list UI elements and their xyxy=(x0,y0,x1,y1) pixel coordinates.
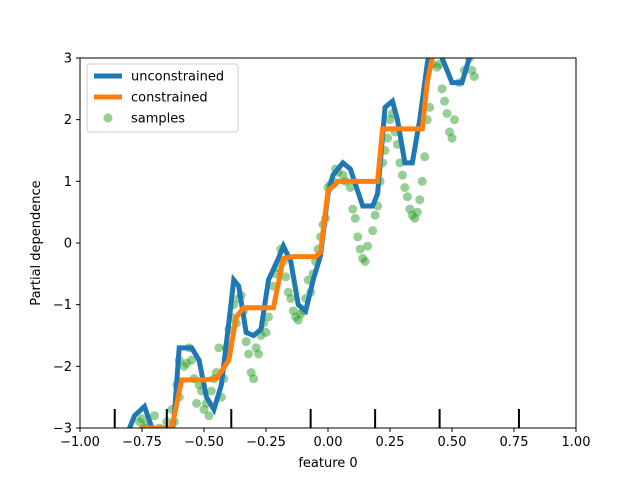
sample-point xyxy=(417,176,427,186)
x-axis-label: feature 0 xyxy=(298,456,357,471)
sample-point xyxy=(469,72,479,81)
sample-point xyxy=(137,414,147,424)
sample-point xyxy=(397,170,407,180)
legend-label-samples: samples xyxy=(131,112,185,127)
legend: unconstrained constrained samples xyxy=(86,63,239,133)
x-axis-ticks: −1.00 −0.75 −0.50 −0.25 0.00 0.25 0.50 0.75 1.00 xyxy=(60,428,590,450)
sample-point xyxy=(360,257,370,266)
y-tick-label: 0 xyxy=(64,237,72,252)
x-tick-label: −0.50 xyxy=(184,435,224,450)
sample-point xyxy=(281,272,291,282)
sample-point xyxy=(449,115,459,125)
sample-point xyxy=(286,294,296,303)
sample-point xyxy=(415,195,425,205)
sample-point xyxy=(149,411,159,421)
sample-point xyxy=(244,349,254,359)
sample-point xyxy=(241,337,251,347)
y-tick-label: 1 xyxy=(64,175,72,190)
y-tick-label: −3 xyxy=(53,422,72,437)
x-tick-label: 0.50 xyxy=(438,435,467,450)
sample-point xyxy=(249,374,259,384)
sample-point xyxy=(206,386,216,396)
sample-point xyxy=(425,102,435,112)
legend-swatch-samples xyxy=(103,113,113,123)
sample-point xyxy=(420,152,430,162)
x-tick-label: 0.25 xyxy=(376,435,405,450)
sample-point xyxy=(187,355,197,365)
sample-point xyxy=(402,192,412,202)
sample-point xyxy=(263,312,273,322)
sample-point xyxy=(355,244,365,254)
sample-point xyxy=(350,213,360,223)
sample-point xyxy=(345,183,355,192)
sample-point xyxy=(214,343,224,353)
sample-point xyxy=(353,232,363,242)
y-tick-label: 3 xyxy=(64,52,72,67)
y-tick-label: −2 xyxy=(53,360,72,375)
sample-point xyxy=(368,226,378,236)
y-tick-label: −1 xyxy=(53,298,72,313)
rug-marks xyxy=(113,409,520,428)
sample-point xyxy=(437,84,447,94)
y-axis-ticks: −3 −2 −1 0 1 2 3 xyxy=(53,52,80,437)
sample-point xyxy=(400,183,410,192)
sample-point xyxy=(363,241,373,251)
legend-label-unconstrained: unconstrained xyxy=(131,70,224,85)
legend-box xyxy=(86,63,239,133)
sample-point xyxy=(348,204,358,214)
x-tick-label: 1.00 xyxy=(562,435,591,450)
y-tick-label: 2 xyxy=(64,113,72,128)
plot-data-layer xyxy=(126,58,479,439)
unconstrained-line xyxy=(126,58,473,428)
constrained-line xyxy=(139,58,435,428)
x-tick-label: −0.75 xyxy=(122,435,162,450)
sample-point xyxy=(383,133,393,143)
legend-label-constrained: constrained xyxy=(131,91,208,106)
sample-point xyxy=(192,398,202,408)
sample-point xyxy=(261,327,271,337)
sample-point xyxy=(370,210,380,220)
sample-point xyxy=(254,349,264,359)
sample-point xyxy=(447,133,457,143)
y-axis-label: Partial dependence xyxy=(29,180,44,305)
sample-point xyxy=(412,207,422,217)
sample-point xyxy=(440,96,450,106)
x-tick-label: −0.25 xyxy=(246,435,286,450)
x-tick-label: −1.00 xyxy=(60,435,100,450)
sample-point xyxy=(165,430,174,439)
sample-point xyxy=(204,411,214,421)
sample-point xyxy=(442,109,452,118)
x-tick-label: 0.00 xyxy=(314,435,343,450)
x-tick-label: 0.75 xyxy=(500,435,529,450)
